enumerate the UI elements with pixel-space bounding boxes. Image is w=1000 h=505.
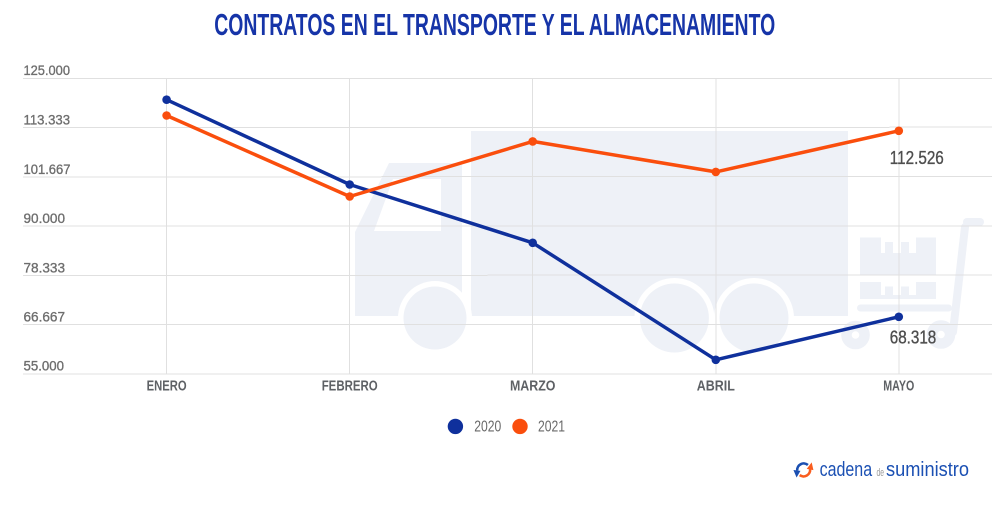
- svg-text:cadena: cadena: [820, 459, 873, 481]
- svg-text:90.000: 90.000: [24, 211, 66, 227]
- svg-text:ENERO: ENERO: [147, 379, 187, 395]
- svg-text:66.667: 66.667: [24, 310, 66, 326]
- svg-text:113.333: 113.333: [24, 113, 71, 129]
- svg-text:55.000: 55.000: [24, 359, 65, 375]
- svg-text:suministro: suministro: [886, 459, 969, 481]
- svg-text:68.318: 68.318: [890, 328, 937, 348]
- svg-text:MAYO: MAYO: [883, 379, 914, 395]
- svg-text:78.333: 78.333: [24, 260, 66, 276]
- svg-text:MARZO: MARZO: [510, 379, 556, 395]
- svg-text:112.526: 112.526: [890, 148, 944, 168]
- svg-text:CONTRATOS EN EL TRANSPORTE Y E: CONTRATOS EN EL TRANSPORTE Y EL ALMACENA…: [214, 8, 775, 42]
- svg-text:de: de: [877, 467, 885, 479]
- svg-text:ABRIL: ABRIL: [697, 379, 735, 395]
- svg-text:101.667: 101.667: [24, 162, 71, 178]
- svg-text:2020: 2020: [474, 419, 501, 436]
- svg-text:125.000: 125.000: [24, 63, 71, 79]
- svg-text:2021: 2021: [538, 419, 565, 436]
- svg-text:FEBRERO: FEBRERO: [322, 379, 378, 395]
